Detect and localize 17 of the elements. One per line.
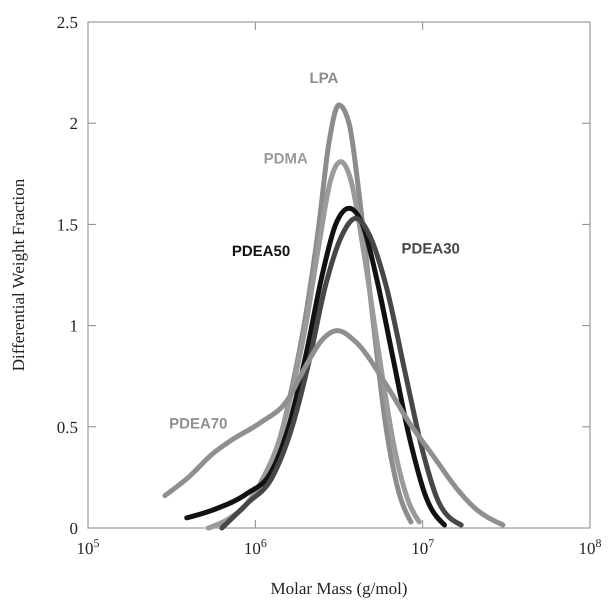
text: PDEA50	[232, 243, 290, 260]
y-tick-label: 1	[70, 316, 78, 336]
x-tick-label: 10$^{5}$	[76, 536, 100, 558]
y-tick-label: 0	[70, 519, 78, 538]
y-axis-title: Differential Weight Fraction	[9, 178, 28, 372]
series-label: PDMA	[264, 150, 308, 168]
x-tick-label: 10$^{8}$	[578, 536, 602, 558]
x-tick-label: 10$^{6}$	[244, 536, 267, 558]
y-tick-label: 2	[70, 114, 78, 134]
series-label: LPA	[310, 70, 339, 87]
y-tick-label: 0.5	[56, 418, 78, 437]
y-tick-label: 1.5	[56, 215, 78, 234]
series-label: PDEA70	[169, 416, 228, 433]
series-label: PDEA30	[402, 240, 460, 258]
x-axis-title: Molar Mass (g/mol)	[270, 579, 408, 598]
x-tick-label: 10$^{7}$	[411, 536, 434, 558]
y-tick-label: 2.5	[56, 13, 78, 32]
